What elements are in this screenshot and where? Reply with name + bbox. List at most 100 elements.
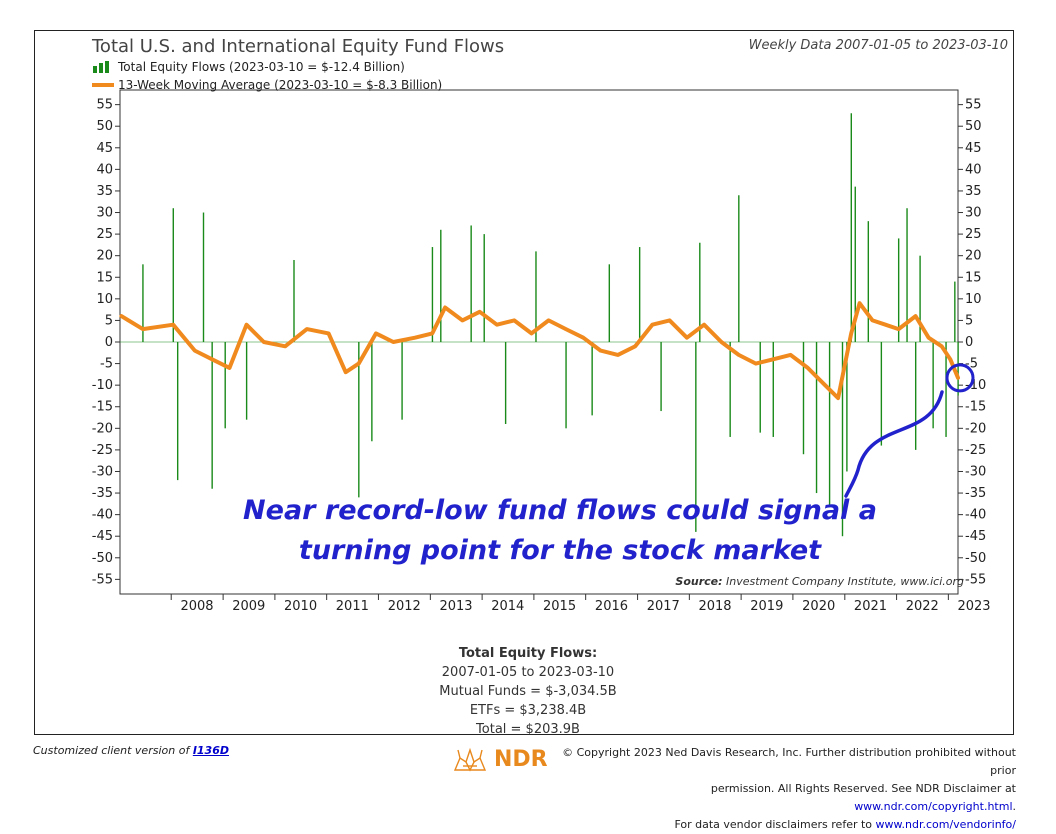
y-tick-label-left: -35 — [92, 486, 113, 501]
y-tick-label-left: 0 — [105, 335, 113, 350]
custom-version-prefix: Customized client version of — [33, 744, 193, 757]
flow-bar — [371, 342, 373, 442]
annotation-connector — [844, 390, 944, 498]
y-tick-label-right: 0 — [965, 335, 973, 350]
y-tick-label-right: -35 — [965, 486, 986, 501]
copyright-line-3-text: For data vendor disclaimers refer to — [674, 818, 876, 831]
flow-bar — [738, 195, 740, 342]
chart-title: Total U.S. and International Equity Fund… — [92, 36, 505, 57]
moving-average-line — [119, 301, 960, 401]
flow-bar — [841, 342, 844, 537]
legend-bars-label: Total Equity Flows (2023-03-10 = $-12.4 … — [118, 60, 405, 74]
flow-bar — [854, 186, 856, 342]
y-tick-label-right: 25 — [965, 227, 982, 242]
source-note: Source: Investment Company Institute, ww… — [675, 575, 964, 588]
y-tick-label-left: 20 — [96, 249, 113, 264]
flow-bar — [224, 342, 226, 429]
x-tick-label: 2022 — [906, 599, 939, 614]
y-tick-label-right: 30 — [965, 206, 982, 221]
y-tick-label-left: -10 — [92, 378, 113, 393]
flow-bar — [945, 342, 947, 437]
flow-bar — [759, 342, 761, 433]
y-tick-label-right: -40 — [965, 508, 986, 523]
highlight-circle — [945, 363, 975, 393]
flow-bar — [828, 342, 831, 506]
y-tick-label-left: 15 — [96, 270, 113, 285]
y-tick-label-right: 45 — [965, 141, 982, 156]
flow-bar — [202, 212, 205, 342]
y-tick-label-left: -50 — [92, 551, 113, 566]
flow-bar — [914, 342, 917, 450]
y-tick-label-right: 40 — [965, 162, 982, 177]
y-tick-label-right: 35 — [965, 184, 982, 199]
date-range-note: Weekly Data 2007-01-05 to 2023-03-10 — [748, 38, 1008, 53]
flow-bar — [176, 342, 179, 481]
summary-head: Total Equity Flows: — [458, 646, 598, 661]
flow-bar — [695, 342, 697, 532]
y-tick-label-left: 5 — [105, 313, 113, 328]
y-tick-label-left: 35 — [96, 184, 113, 199]
legend-bars: Total Equity Flows (2023-03-10 = $-12.4 … — [92, 60, 405, 74]
y-tick-label-right: 50 — [965, 119, 982, 134]
y-tick-label-right: -20 — [965, 421, 986, 436]
x-tick-label: 2018 — [698, 599, 731, 614]
x-tick-label: 2009 — [232, 599, 265, 614]
flow-bar — [772, 342, 774, 437]
copyright-line-3: For data vendor disclaimers refer to www… — [546, 816, 1016, 834]
y-tick-label-right: -25 — [965, 443, 986, 458]
custom-version-note: Customized client version of I136D — [33, 744, 229, 757]
flow-bar — [815, 342, 818, 494]
summary-total: Total = $203.9B — [476, 722, 580, 737]
flow-bar — [897, 238, 900, 342]
y-tick-label-left: 25 — [96, 227, 113, 242]
flow-bar — [954, 281, 956, 342]
x-tick-label: 2023 — [957, 599, 990, 614]
chart-code-link[interactable]: I136D — [192, 744, 229, 757]
flow-bar — [483, 234, 485, 342]
logo-text: NDR — [494, 746, 548, 772]
ndr-logo: NDR — [452, 744, 548, 774]
flow-bar — [880, 342, 883, 446]
copyright-link[interactable]: www.ndr.com/copyright.html — [854, 800, 1013, 813]
flow-bar — [293, 260, 295, 342]
y-tick-label-left: 10 — [96, 292, 113, 307]
copyright-line-2-text: permission. All Rights Reserved. See NDR… — [710, 782, 1016, 795]
flow-bar — [470, 225, 472, 342]
flow-bar — [906, 208, 908, 342]
legend-line-label: 13-Week Moving Average (2023-03-10 = $-8… — [118, 78, 443, 92]
vendor-info-link[interactable]: www.ndr.com/vendorinfo/ — [875, 818, 1016, 831]
flow-bar — [638, 247, 641, 342]
flow-bar — [729, 342, 731, 437]
y-tick-label-left: -25 — [92, 443, 113, 458]
y-tick-label-right: 55 — [965, 98, 982, 113]
y-tick-label-right: 15 — [965, 270, 982, 285]
y-tick-label-left: -20 — [92, 421, 113, 436]
source-text: Investment Company Institute, www.ici.or… — [726, 575, 964, 588]
flow-bar — [846, 342, 848, 472]
flow-bar — [245, 342, 248, 420]
summary-mutual-funds: Mutual Funds = $-3,034.5B — [439, 684, 617, 699]
flow-bar — [504, 342, 507, 424]
y-tick-label-left: -45 — [92, 529, 113, 544]
flow-bar — [142, 264, 144, 342]
y-tick-label-right: -50 — [965, 551, 986, 566]
y-tick-label-right: -15 — [965, 400, 986, 415]
x-tick-label: 2019 — [750, 599, 783, 614]
flow-bar — [867, 221, 870, 342]
flow-bar — [401, 342, 403, 420]
bar-swatch-icon — [93, 61, 109, 73]
y-tick-label-left: -15 — [92, 400, 113, 415]
y-tick-label-right: -10 — [965, 378, 986, 393]
copyright-line-2-end: . — [1012, 800, 1017, 813]
flow-bar — [660, 342, 662, 412]
y-tick-label-right: 20 — [965, 249, 982, 264]
flow-bar — [172, 208, 174, 342]
y-tick-label-left: 30 — [96, 206, 113, 221]
flow-bar — [535, 251, 537, 342]
legend-line: 13-Week Moving Average (2023-03-10 = $-8… — [92, 78, 442, 92]
y-tick-label-left: 40 — [96, 162, 113, 177]
x-tick-label: 2020 — [802, 599, 835, 614]
flow-bar — [608, 264, 611, 342]
copyright-line-1: © Copyright 2023 Ned Davis Research, Inc… — [562, 746, 1016, 777]
source-label: Source: — [675, 575, 723, 588]
